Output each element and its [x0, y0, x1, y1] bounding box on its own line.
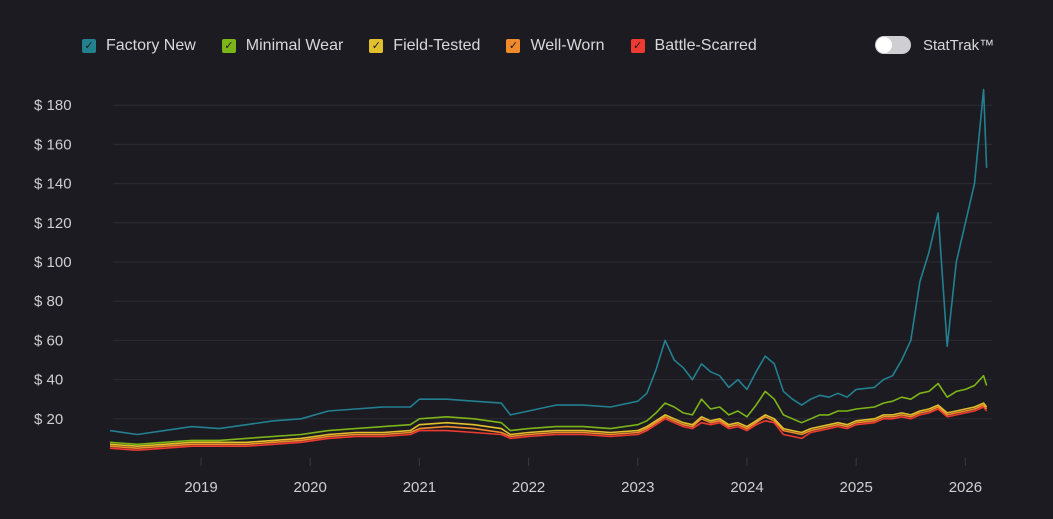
toggle-knob [876, 37, 892, 53]
stattrak-toggle[interactable] [875, 36, 911, 54]
legend-item-field-tested[interactable]: ✓ Field-Tested [369, 37, 480, 55]
x-tick-label: 2024 [730, 479, 763, 496]
stattrak-toggle-group: StatTrak™ [875, 34, 994, 56]
stattrak-label: StatTrak™ [923, 36, 995, 54]
x-tick-label: 2026 [949, 479, 982, 496]
y-tick-label: $ 40 [34, 372, 63, 389]
legend-label: Field-Tested [393, 37, 481, 54]
y-tick-label: $ 180 [34, 97, 72, 114]
x-tick-label: 2020 [294, 479, 327, 496]
checkbox-icon[interactable]: ✓ [369, 39, 384, 53]
x-tick-label: 2023 [621, 479, 654, 496]
y-tick-label: $ 80 [34, 293, 63, 310]
checkbox-icon[interactable]: ✓ [82, 39, 96, 53]
x-axis: 2019 2020 2021 2022 2023 2024 2025 2026 [184, 458, 982, 496]
y-tick-label: $ 120 [34, 215, 72, 232]
chart-series [109, 88, 988, 451]
x-tick-label: 2021 [403, 479, 436, 496]
x-tick-label: 2022 [512, 479, 545, 496]
legend-item-minimal-wear[interactable]: ✓ Minimal Wear [221, 37, 344, 55]
series-line-factory-new [109, 88, 988, 436]
chart-grid [113, 104, 992, 420]
legend-label: Factory New [106, 37, 196, 54]
legend-label: Minimal Wear [245, 37, 344, 54]
checkbox-icon[interactable]: ✓ [506, 39, 521, 53]
y-tick-label: $ 60 [34, 332, 63, 349]
legend-label: Battle-Scarred [654, 37, 757, 54]
series-line-field-tested [109, 402, 988, 447]
checkbox-icon[interactable]: ✓ [630, 39, 645, 53]
y-tick-label: $ 140 [34, 176, 72, 193]
legend-item-battle-scarred[interactable]: ✓ Battle-Scarred [630, 37, 757, 55]
y-tick-label: $ 100 [34, 254, 72, 271]
y-axis: $ 20 $ 40 $ 60 $ 80 $ 100 $ 120 $ 140 $ 160 $ 18… [34, 97, 72, 428]
series-line-well-worn [109, 404, 988, 449]
y-tick-label: $ 160 [34, 136, 72, 153]
y-tick-label: $ 20 [34, 411, 63, 428]
checkbox-icon[interactable]: ✓ [221, 39, 236, 53]
legend-item-well-worn[interactable]: ✓ Well-Worn [506, 37, 605, 55]
series-line-battle-scarred [109, 406, 988, 451]
legend-item-factory-new[interactable]: ✓ Factory New [82, 37, 196, 55]
x-tick-label: 2019 [184, 479, 217, 496]
chart-legend: ✓ Factory New ✓ Minimal Wear ✓ Field-Tested ✓ W… [82, 34, 783, 58]
x-tick-label: 2025 [840, 479, 873, 496]
legend-label: Well-Worn [530, 37, 605, 54]
series-line-minimal-wear [109, 374, 988, 446]
